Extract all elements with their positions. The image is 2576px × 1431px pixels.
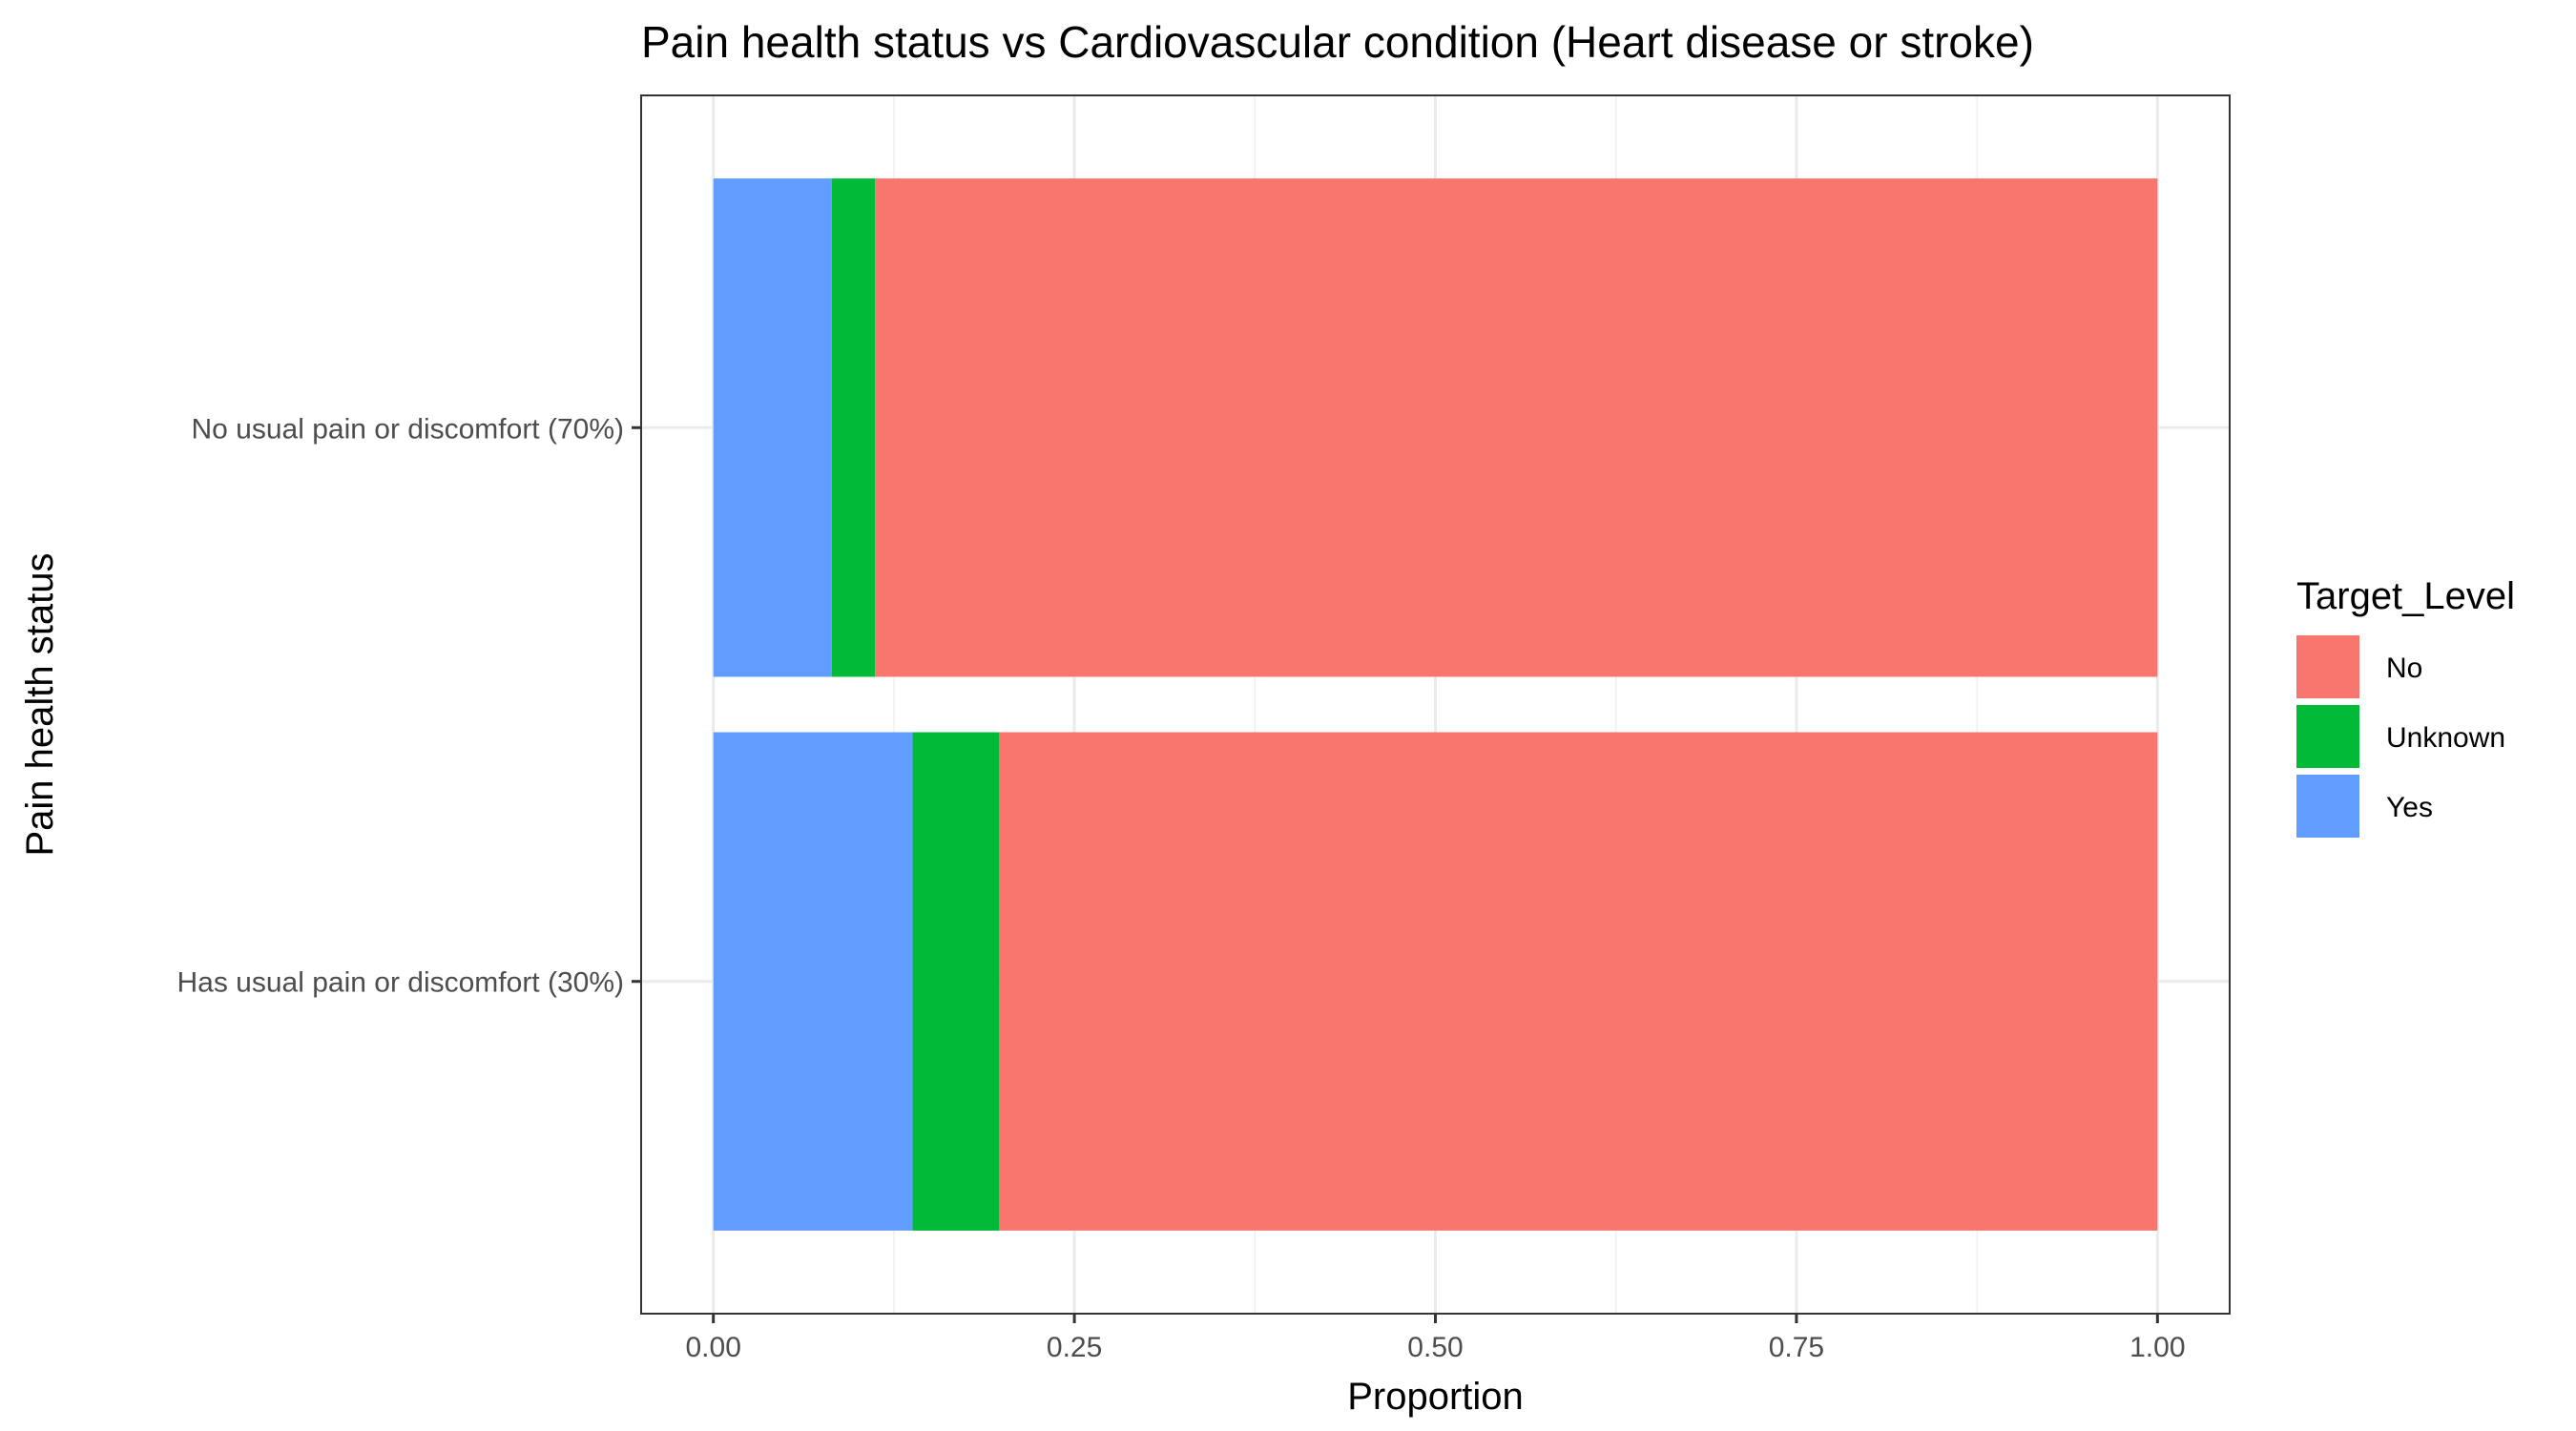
x-axis-title: Proportion <box>1347 1376 1524 1418</box>
x-axis: 0.00 0.25 0.50 0.75 1.00 <box>685 1314 2186 1363</box>
x-tick-label: 0.25 <box>1047 1332 1102 1363</box>
legend-label-yes: Yes <box>2386 792 2433 823</box>
x-tick-label: 0.00 <box>685 1332 740 1363</box>
y-tick-label: No usual pain or discomfort (70%) <box>191 413 624 445</box>
bar-unknown-1 <box>912 732 1000 1231</box>
legend-title: Target_Level <box>2296 575 2515 617</box>
x-tick-label: 0.75 <box>1769 1332 1824 1363</box>
legend: Target_Level No Unknown Yes <box>2296 575 2515 838</box>
bar-no-0 <box>875 178 2158 677</box>
x-tick-label: 0.50 <box>1407 1332 1463 1363</box>
y-tick-label: Has usual pain or discomfort (30%) <box>177 967 624 999</box>
y-axis: No usual pain or discomfort (70%) Has usu… <box>177 413 641 999</box>
bar-yes-1 <box>713 732 913 1231</box>
legend-label-no: No <box>2386 653 2422 684</box>
legend-key-unknown <box>2296 705 2359 768</box>
x-tick-label: 1.00 <box>2129 1332 2185 1363</box>
chart-title: Pain health status vs Cardiovascular con… <box>641 17 2034 67</box>
legend-key-no <box>2296 635 2359 698</box>
bar-yes-0 <box>713 178 832 677</box>
legend-key-yes <box>2296 775 2359 838</box>
bars <box>713 178 2158 1231</box>
bar-unknown-0 <box>831 178 876 677</box>
legend-label-unknown: Unknown <box>2386 722 2505 754</box>
bar-no-1 <box>999 732 2158 1231</box>
y-axis-title: Pain health status <box>19 553 61 857</box>
